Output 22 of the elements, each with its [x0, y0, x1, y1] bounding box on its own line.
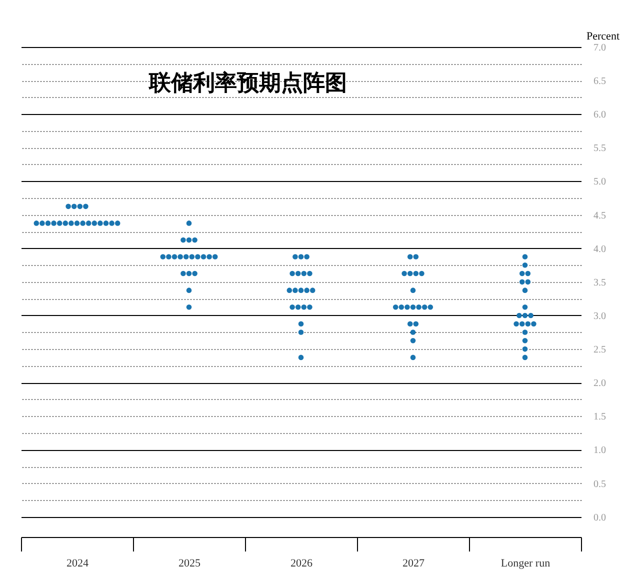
y-tick-label: 4.5 — [594, 210, 606, 222]
y-tick-label: 2.0 — [594, 378, 606, 390]
y-tick-label: 4.0 — [594, 244, 606, 255]
y-tick-label: 0.0 — [594, 512, 606, 524]
x-tick-label: 2027 — [402, 558, 425, 570]
x-tick-label: 2025 — [178, 558, 201, 570]
y-axis-title: Percent — [586, 30, 620, 42]
y-tick-label: 5.5 — [594, 143, 606, 154]
y-tick-label: 0.5 — [594, 478, 606, 490]
y-tick-label: 3.0 — [594, 310, 606, 322]
y-tick-label: 3.5 — [594, 277, 606, 288]
text: 联储利率预期点阵图 — [148, 70, 347, 96]
y-tick-label: 1.0 — [594, 445, 606, 456]
y-tick-label: 1.5 — [594, 412, 606, 423]
y-tick-label: 5.0 — [594, 176, 606, 188]
x-tick-label: 2026 — [290, 558, 313, 570]
y-tick-label: 6.5 — [594, 76, 606, 88]
y-tick-label: 7.0 — [594, 42, 606, 54]
y-tick-label: 2.5 — [594, 344, 606, 356]
y-tick-label: 6.0 — [594, 110, 606, 121]
x-tick-label: 2024 — [66, 558, 89, 570]
x-tick-label: Longer run — [500, 558, 551, 570]
